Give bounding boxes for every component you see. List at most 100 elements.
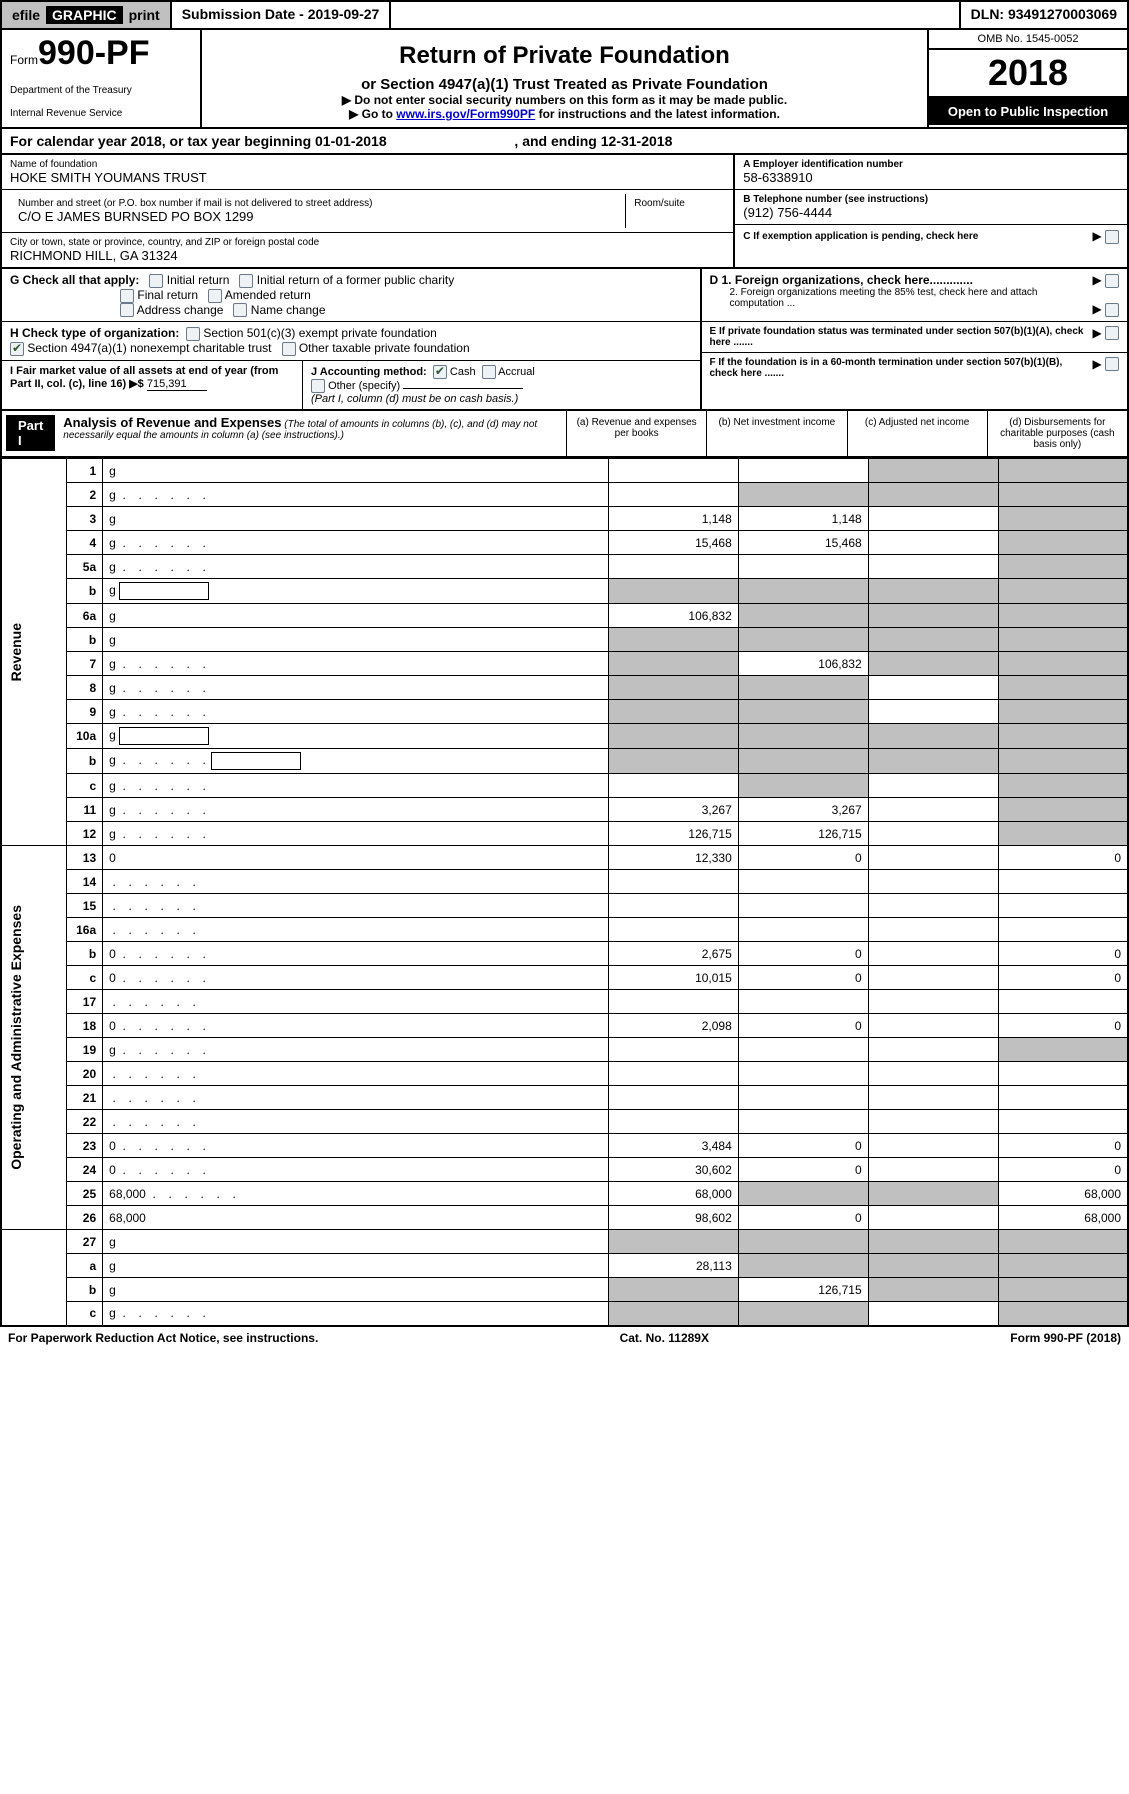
line-desc: . . . . . . — [103, 1062, 609, 1086]
cell-value — [608, 990, 738, 1014]
cell-value — [608, 870, 738, 894]
f-checkbox[interactable] — [1105, 357, 1119, 371]
inline-input[interactable] — [119, 582, 209, 600]
h-other-ck[interactable] — [282, 342, 296, 356]
part1-badge: Part I — [6, 415, 55, 451]
line-desc: g — [103, 628, 609, 652]
line-num: c — [66, 1302, 102, 1326]
i-label: I Fair market value of all assets at end… — [10, 365, 278, 390]
footer-center: Cat. No. 11289X — [620, 1331, 709, 1345]
cell-value: 0 — [998, 1014, 1128, 1038]
name-label: Name of foundation — [10, 159, 725, 170]
footer-right: Form 990-PF (2018) — [1010, 1331, 1121, 1345]
submission-date: Submission Date - 2019-09-27 — [172, 2, 392, 28]
city-label: City or town, state or province, country… — [10, 237, 725, 248]
cell-grey — [868, 628, 998, 652]
cell-value — [868, 918, 998, 942]
line-num: b — [66, 628, 102, 652]
d2-label: 2. Foreign organizations meeting the 85%… — [710, 287, 1093, 309]
cell-grey — [608, 1230, 738, 1254]
cell-grey — [868, 1254, 998, 1278]
j-label: J Accounting method: — [311, 366, 427, 378]
part1-table: Revenue1g2g . . . . . .3g1,1481,1484g . … — [0, 458, 1129, 1327]
side-label: Revenue — [1, 459, 66, 846]
cell-grey — [738, 1254, 868, 1278]
line-desc: g — [103, 604, 609, 628]
cell-value — [868, 676, 998, 700]
cell-value — [868, 1110, 998, 1134]
g-o4: Amended return — [225, 288, 311, 302]
col-a-hdr: (a) Revenue and expenses per books — [567, 411, 707, 456]
g-initial-ck[interactable] — [149, 274, 163, 288]
line-num: 26 — [66, 1206, 102, 1230]
line-num: 18 — [66, 1014, 102, 1038]
addr-value: C/O E JAMES BURNSED PO BOX 1299 — [18, 209, 617, 224]
g-o2: Initial return of a former public charit… — [257, 273, 454, 287]
g-final-ck[interactable] — [120, 289, 134, 303]
j-accrual-ck[interactable] — [482, 365, 496, 379]
cell-value — [998, 1110, 1128, 1134]
cell-value — [738, 870, 868, 894]
e-checkbox[interactable] — [1105, 326, 1119, 340]
cell-value — [868, 700, 998, 724]
cell-grey — [998, 724, 1128, 749]
line-desc: 0 . . . . . . — [103, 1158, 609, 1182]
line-desc: g . . . . . . — [103, 749, 609, 774]
cell-value: 1,148 — [738, 507, 868, 531]
col-d-hdr: (d) Disbursements for charitable purpose… — [988, 411, 1127, 456]
g-initial-former-ck[interactable] — [239, 274, 253, 288]
cell-value — [738, 894, 868, 918]
j-cash-ck[interactable] — [433, 365, 447, 379]
line-num: 1 — [66, 459, 102, 483]
cell-value — [738, 990, 868, 1014]
irs-link[interactable]: www.irs.gov/Form990PF — [396, 107, 535, 121]
j-other-ck[interactable] — [311, 379, 325, 393]
cell-grey — [998, 1302, 1128, 1326]
efile-print[interactable]: print — [129, 7, 160, 23]
line-desc: . . . . . . — [103, 918, 609, 942]
line-desc: 0 . . . . . . — [103, 1134, 609, 1158]
cell-value: 0 — [738, 966, 868, 990]
d-row: D 1. Foreign organizations, check here..… — [702, 269, 1128, 322]
line-desc: g — [103, 579, 609, 604]
h-501c3-ck[interactable] — [186, 327, 200, 341]
dept-line1: Department of the Treasury — [10, 85, 192, 96]
g-name-ck[interactable] — [233, 303, 247, 317]
cell-value — [608, 459, 738, 483]
cell-value: 1,148 — [608, 507, 738, 531]
inline-input[interactable] — [119, 727, 209, 745]
d1-checkbox[interactable] — [1105, 274, 1119, 288]
goto-prefix: ▶ Go to — [349, 107, 396, 121]
line-desc: g — [103, 724, 609, 749]
cell-value — [608, 894, 738, 918]
cell-grey — [738, 774, 868, 798]
cell-grey — [738, 700, 868, 724]
h-4947-ck[interactable] — [10, 342, 24, 356]
note-public: ▶ Do not enter social security numbers o… — [342, 93, 787, 107]
cell-value — [998, 1086, 1128, 1110]
g-address-ck[interactable] — [120, 303, 134, 317]
f-row: F If the foundation is in a 60-month ter… — [702, 353, 1128, 383]
line-desc: 0 . . . . . . — [103, 966, 609, 990]
line-num: 20 — [66, 1062, 102, 1086]
dept-line2: Internal Revenue Service — [10, 108, 192, 119]
cell-value — [868, 1158, 998, 1182]
cell-value: 68,000 — [608, 1182, 738, 1206]
cell-value: 98,602 — [608, 1206, 738, 1230]
j-cell: J Accounting method: Cash Accrual Other … — [302, 361, 700, 409]
line-num: b — [66, 749, 102, 774]
cell-value — [868, 798, 998, 822]
efile-graphic[interactable]: GRAPHIC — [46, 6, 123, 24]
g-amended-ck[interactable] — [208, 289, 222, 303]
inline-input[interactable] — [211, 752, 301, 770]
cell-value: 2,098 — [608, 1014, 738, 1038]
d2-checkbox[interactable] — [1105, 303, 1119, 317]
line-desc: g . . . . . . — [103, 822, 609, 846]
line-num: 10a — [66, 724, 102, 749]
cell-grey — [998, 555, 1128, 579]
c-checkbox[interactable] — [1105, 230, 1119, 244]
line-desc: g — [103, 1278, 609, 1302]
cell-value — [738, 1038, 868, 1062]
line-num: 22 — [66, 1110, 102, 1134]
g-o3: Final return — [137, 288, 198, 302]
